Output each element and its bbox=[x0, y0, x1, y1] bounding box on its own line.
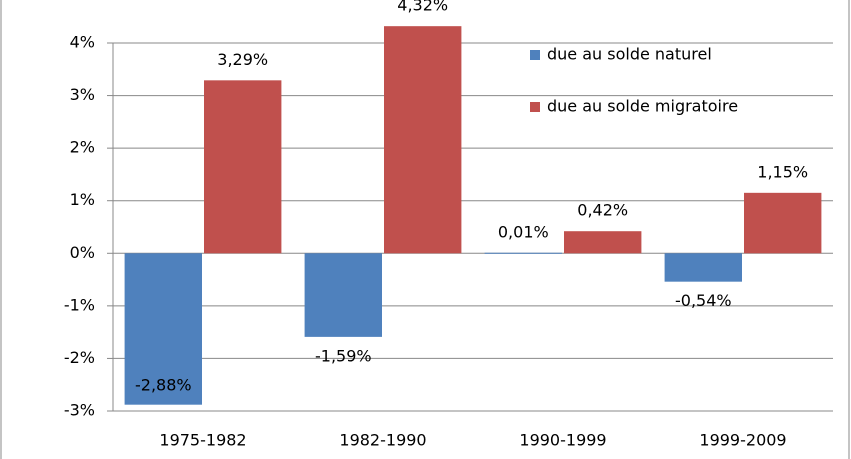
y-tick-label: 3% bbox=[70, 85, 95, 104]
y-tick-label: -3% bbox=[64, 401, 95, 420]
x-tick-label: 1975-1982 bbox=[159, 431, 246, 450]
x-tick-label: 1990-1999 bbox=[519, 431, 606, 450]
bar bbox=[484, 252, 562, 254]
data-label: 0,01% bbox=[498, 222, 549, 241]
bar bbox=[124, 253, 202, 405]
bar bbox=[664, 253, 742, 282]
y-tick-label: 2% bbox=[70, 138, 95, 157]
y-tick-label: -2% bbox=[64, 348, 95, 367]
y-tick-label: 4% bbox=[70, 33, 95, 52]
y-tick-label: -1% bbox=[64, 295, 95, 314]
legend-label: due au solde migratoire bbox=[547, 97, 738, 116]
y-tick-label: 0% bbox=[70, 243, 95, 262]
x-tick-label: 1982-1990 bbox=[339, 431, 426, 450]
data-label: 0,42% bbox=[577, 201, 628, 220]
data-label: 1,15% bbox=[757, 162, 808, 181]
data-label: 3,29% bbox=[217, 50, 268, 69]
legend-swatch bbox=[530, 102, 540, 112]
data-label: 4,32% bbox=[397, 0, 448, 15]
legend-label: due au solde naturel bbox=[547, 45, 712, 64]
data-label: -1,59% bbox=[315, 346, 372, 365]
bar bbox=[744, 192, 822, 254]
bar bbox=[384, 26, 462, 254]
legend-swatch bbox=[530, 50, 540, 60]
data-label: -2,88% bbox=[135, 376, 192, 395]
bar bbox=[304, 253, 382, 337]
y-tick-label: 1% bbox=[70, 190, 95, 209]
bar bbox=[564, 231, 642, 254]
data-label: -0,54% bbox=[675, 291, 732, 310]
x-tick-label: 1999-2009 bbox=[699, 431, 786, 450]
bar bbox=[204, 80, 282, 254]
